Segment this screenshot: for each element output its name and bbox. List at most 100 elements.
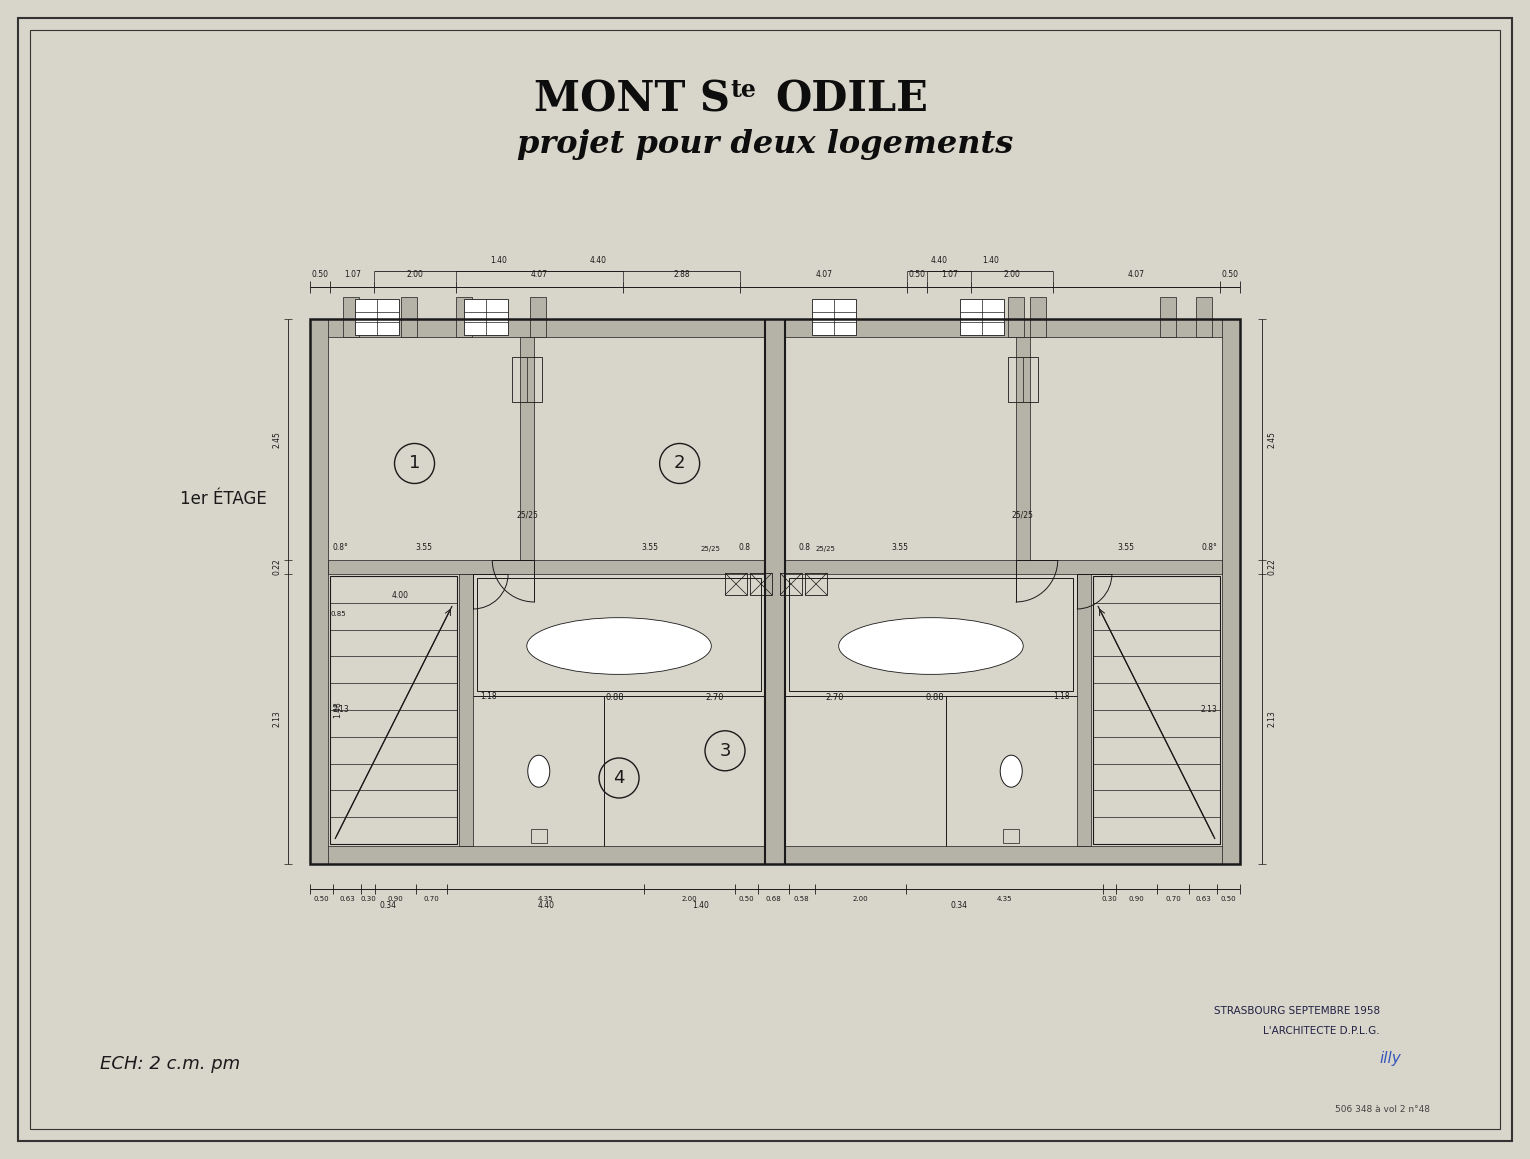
Text: 0.70: 0.70: [424, 896, 439, 902]
Text: 2.00: 2.00: [407, 270, 424, 279]
Bar: [780, 573, 802, 595]
Bar: [805, 573, 828, 595]
Text: te: te: [730, 78, 756, 102]
Text: 506 348 à vol 2 n°48: 506 348 à vol 2 n°48: [1336, 1105, 1431, 1114]
Text: 4.07: 4.07: [1128, 270, 1144, 279]
Bar: [1222, 319, 1239, 863]
Text: 0.90: 0.90: [1129, 896, 1144, 902]
Text: 0.8°: 0.8°: [1201, 542, 1216, 552]
Bar: [311, 846, 1239, 863]
Bar: [1008, 357, 1037, 402]
Text: 4.40: 4.40: [537, 902, 554, 911]
Text: 3.55: 3.55: [1117, 542, 1134, 552]
Text: 3.55: 3.55: [416, 542, 433, 552]
Text: 0.58: 0.58: [794, 896, 809, 902]
Text: 4.35: 4.35: [539, 896, 554, 902]
Ellipse shape: [526, 618, 711, 675]
Bar: [477, 578, 760, 692]
Text: 4.40: 4.40: [589, 256, 607, 265]
Text: 0.50: 0.50: [312, 270, 329, 279]
Text: 0.70: 0.70: [1164, 896, 1181, 902]
Text: 1.07: 1.07: [941, 270, 958, 279]
Text: 0.63: 0.63: [1195, 896, 1210, 902]
Ellipse shape: [1001, 756, 1022, 787]
Text: 0.30: 0.30: [1102, 896, 1117, 902]
Text: 2.13: 2.13: [1200, 706, 1216, 714]
Text: 3: 3: [719, 742, 731, 760]
Bar: [343, 297, 360, 337]
Bar: [725, 573, 747, 595]
Bar: [1030, 297, 1045, 337]
Text: 25/25: 25/25: [815, 546, 835, 552]
Text: 0.50: 0.50: [1221, 270, 1238, 279]
Bar: [513, 357, 542, 402]
Text: 2.88: 2.88: [673, 270, 690, 279]
Text: 1.40: 1.40: [982, 256, 999, 265]
Text: 1.48: 1.48: [334, 701, 343, 719]
Bar: [1004, 829, 1019, 843]
Text: 0.22: 0.22: [1268, 559, 1278, 575]
Bar: [531, 297, 546, 337]
Text: MONT S: MONT S: [534, 78, 730, 121]
Text: 4.00: 4.00: [392, 591, 409, 600]
Text: 2.45: 2.45: [272, 431, 282, 447]
Text: 4.07: 4.07: [815, 270, 832, 279]
Bar: [311, 319, 1239, 863]
Ellipse shape: [838, 618, 1024, 675]
Text: 25/25: 25/25: [701, 546, 721, 552]
Text: 2: 2: [673, 454, 685, 473]
Text: ECH: 2 c.m. pm: ECH: 2 c.m. pm: [99, 1055, 240, 1073]
Bar: [311, 319, 1239, 337]
Text: STRASBOURG SEPTEMBRE 1958: STRASBOURG SEPTEMBRE 1958: [1213, 1006, 1380, 1016]
Text: 2.13: 2.13: [1268, 710, 1278, 728]
Text: 0.68: 0.68: [765, 896, 780, 902]
Bar: [401, 297, 418, 337]
Text: 2.00: 2.00: [682, 896, 698, 902]
Text: 0.90: 0.90: [387, 896, 402, 902]
Text: 2.45: 2.45: [1268, 431, 1278, 447]
Bar: [1160, 297, 1177, 337]
Text: 1.07: 1.07: [344, 270, 361, 279]
Bar: [959, 299, 1004, 335]
Text: 0.34: 0.34: [950, 902, 967, 911]
Text: 0.88: 0.88: [926, 693, 944, 702]
Text: 1.18: 1.18: [1054, 692, 1069, 701]
Text: 2.00: 2.00: [852, 896, 868, 902]
Bar: [456, 297, 473, 337]
Ellipse shape: [528, 756, 549, 787]
Text: 0.34: 0.34: [379, 902, 396, 911]
Bar: [330, 576, 457, 844]
Bar: [520, 337, 534, 560]
Text: 0.50: 0.50: [314, 896, 329, 902]
Bar: [789, 578, 1073, 692]
Bar: [1008, 297, 1024, 337]
Text: 3.55: 3.55: [892, 542, 909, 552]
Text: 2.70: 2.70: [826, 693, 845, 702]
Bar: [1016, 337, 1030, 560]
Text: 4.40: 4.40: [930, 256, 947, 265]
Bar: [1196, 297, 1212, 337]
Bar: [531, 829, 546, 843]
Text: illy: illy: [1379, 1051, 1401, 1066]
Bar: [311, 319, 327, 863]
Text: 0.88: 0.88: [606, 693, 624, 702]
Bar: [459, 574, 473, 846]
Bar: [785, 560, 1222, 574]
Text: 0.30: 0.30: [360, 896, 376, 902]
Text: 2.00: 2.00: [1004, 270, 1021, 279]
Text: 1: 1: [409, 454, 421, 473]
Text: 0.63: 0.63: [340, 896, 355, 902]
Text: 0.85: 0.85: [330, 611, 347, 617]
Text: 25/25: 25/25: [516, 511, 539, 520]
Bar: [464, 299, 508, 335]
Bar: [1092, 576, 1219, 844]
Bar: [355, 299, 399, 335]
Text: 4.35: 4.35: [996, 896, 1011, 902]
Text: 1er ÉTAGE: 1er ÉTAGE: [181, 490, 266, 508]
Text: ODILE: ODILE: [776, 78, 927, 121]
Text: 0.8°: 0.8°: [334, 542, 349, 552]
Text: 25/25: 25/25: [1011, 511, 1034, 520]
Bar: [750, 573, 773, 595]
Text: 4.07: 4.07: [531, 270, 548, 279]
Text: 3.55: 3.55: [641, 542, 658, 552]
